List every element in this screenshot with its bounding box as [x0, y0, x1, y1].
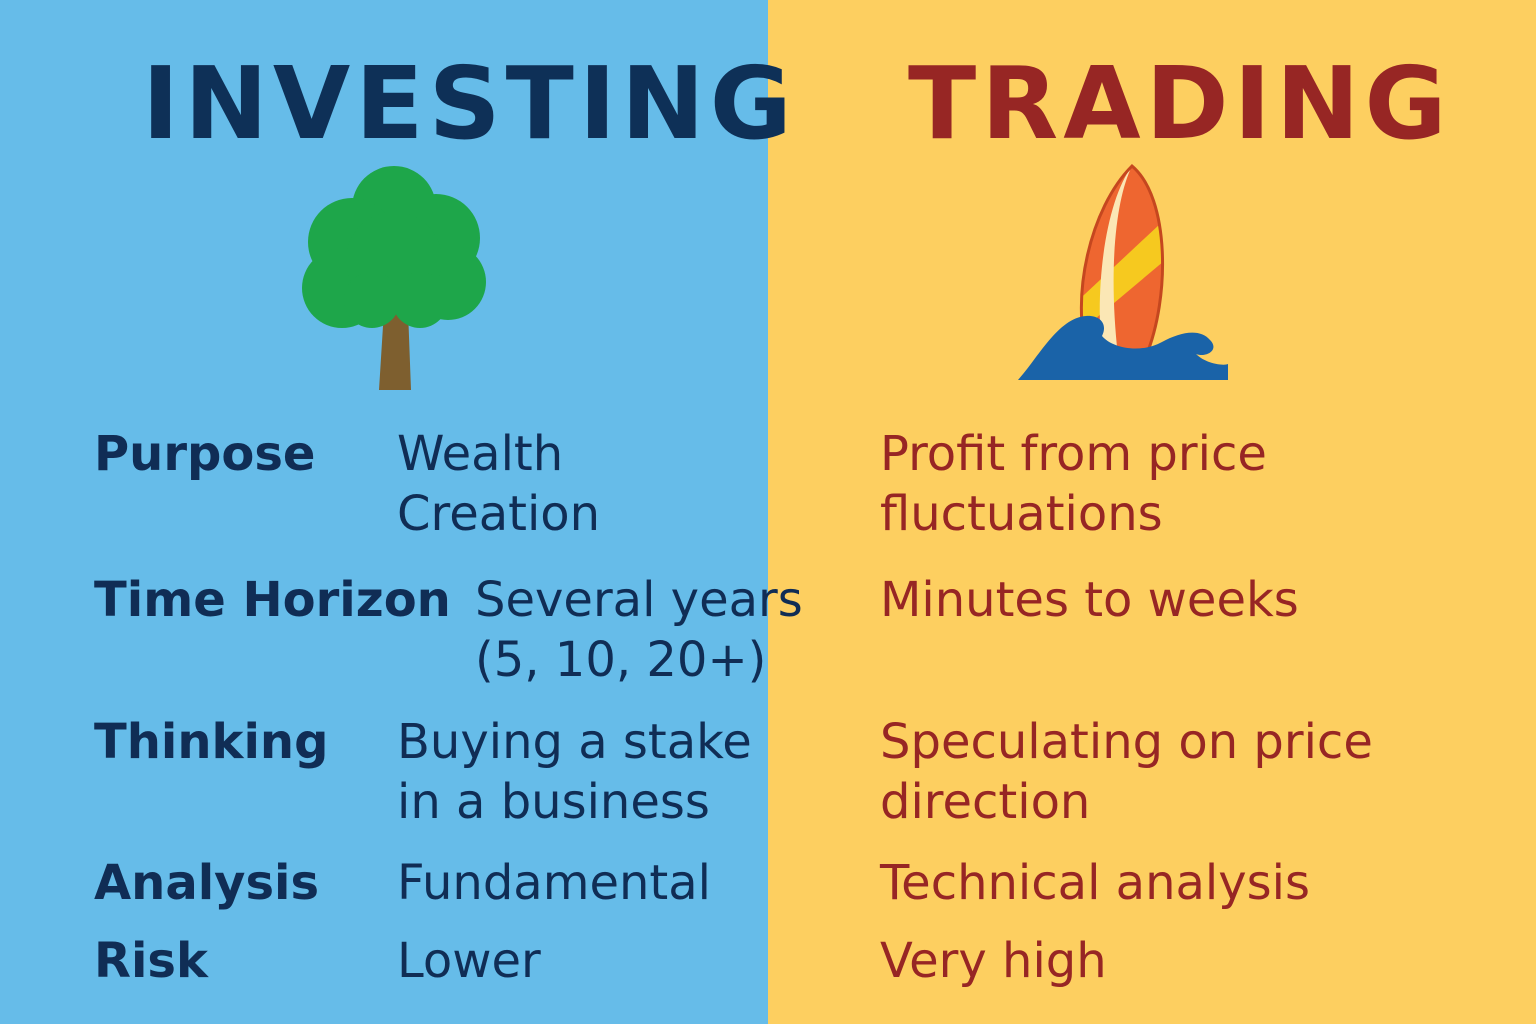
row-label-analysis: Analysis: [94, 855, 320, 911]
row-label-risk: Risk: [94, 933, 208, 989]
trading-risk: Very high: [880, 933, 1107, 989]
investing-thinking: Buying a stake in a business: [397, 714, 752, 830]
trading-time-horizon: Minutes to weeks: [880, 572, 1299, 628]
trading-purpose: Profit from price fluctuations: [880, 426, 1267, 542]
investing-purpose: Wealth Creation: [397, 426, 601, 542]
investing-title: INVESTING: [142, 45, 797, 162]
row-label-thinking: Thinking: [94, 714, 329, 770]
row-label-time-horizon: Time Horizon: [94, 572, 451, 628]
trading-thinking: Speculating on price direction: [880, 714, 1373, 830]
surfboard-wave-icon: [1018, 163, 1228, 380]
investing-analysis: Fundamental: [397, 855, 711, 911]
tree-icon: [302, 166, 486, 390]
investing-risk: Lower: [397, 933, 541, 989]
investing-time-horizon: Several years (5, 10, 20+): [475, 572, 803, 688]
trading-analysis: Technical analysis: [880, 855, 1311, 911]
trading-title: TRADING: [908, 45, 1452, 162]
trading-panel: [768, 0, 1536, 1024]
row-label-purpose: Purpose: [94, 426, 316, 482]
